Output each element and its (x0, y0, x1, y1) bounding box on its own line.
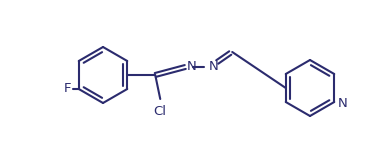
Text: N: N (338, 96, 348, 110)
Text: Cl: Cl (154, 105, 167, 118)
Text: N: N (209, 60, 219, 72)
Text: N: N (187, 60, 197, 72)
Text: F: F (63, 82, 71, 96)
